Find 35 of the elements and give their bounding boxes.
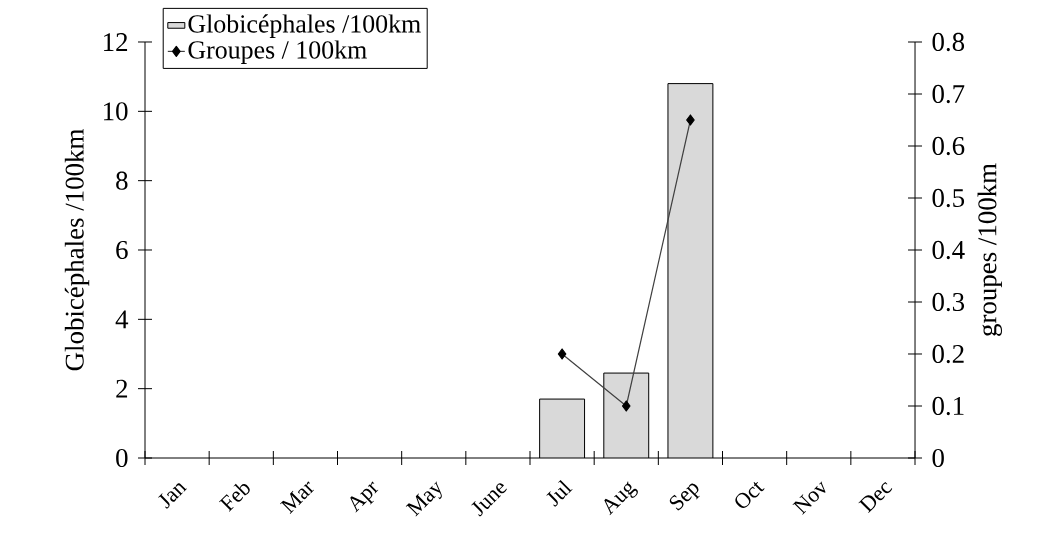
- y2-axis-title: groupes /100km: [977, 163, 1003, 336]
- y2-tick-label: 0.6: [932, 136, 965, 156]
- x-tick-label: Sep: [669, 483, 700, 511]
- x-tick-label: Feb: [219, 483, 250, 512]
- y-tick-label: 2: [116, 379, 128, 398]
- x-tick-label: June: [471, 483, 507, 517]
- y-tick-label: 12: [104, 33, 128, 51]
- bar: [667, 83, 714, 458]
- y-tick-label: 6: [116, 240, 128, 260]
- y-tick-label: 8: [116, 171, 128, 190]
- y2-tick-label: 0.5: [932, 188, 965, 208]
- x-tick-label: Dec: [858, 482, 893, 514]
- y2-tick-label: 0.7: [932, 84, 965, 104]
- x-tick-label: Apr: [350, 481, 379, 513]
- legend-label: Globicéphales /100km: [188, 14, 421, 38]
- y2-tick-label: 0.3: [932, 292, 965, 312]
- y-tick-label: 4: [115, 310, 129, 329]
- y2-tick-label: 0.4: [932, 240, 965, 260]
- y-axis-title: Globicéphales /100km: [64, 129, 90, 371]
- bar: [603, 373, 649, 458]
- x-tick-label: Aug: [604, 481, 638, 516]
- x-tick-label: Mar: [280, 481, 315, 514]
- legend-label: Groupes / 100km: [188, 40, 367, 64]
- x-tick-label: Jan: [158, 483, 187, 509]
- y-tick-label: 10: [104, 102, 128, 121]
- bar: [539, 399, 585, 458]
- y2-tick-label: 0: [932, 448, 944, 468]
- x-tick-label: Jul: [546, 479, 573, 507]
- y2-tick-label: 0.8: [932, 32, 965, 52]
- y2-tick-label: 0.2: [932, 344, 964, 364]
- x-tick-label: May: [405, 481, 442, 517]
- x-tick-label: Nov: [792, 481, 826, 515]
- x-tick-label: Oct: [735, 481, 765, 508]
- y-tick-label: 0: [116, 448, 128, 468]
- y2-tick-label: 0.1: [932, 396, 964, 416]
